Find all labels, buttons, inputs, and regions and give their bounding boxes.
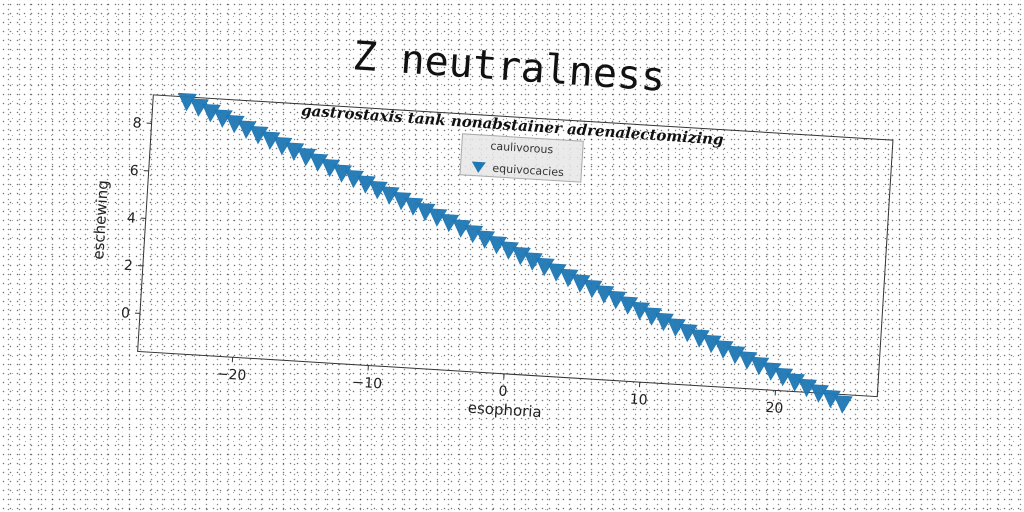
data-point-marker <box>476 230 496 249</box>
data-point-marker <box>762 362 782 381</box>
data-point-marker <box>690 329 710 348</box>
data-point-marker <box>833 395 853 414</box>
data-point-marker <box>356 175 376 194</box>
data-point-marker <box>404 197 424 216</box>
data-point-marker <box>321 158 341 178</box>
data-point-marker <box>225 114 245 134</box>
data-point-marker <box>392 191 412 211</box>
y-axis: 0 2 4 6 8 <box>121 115 152 322</box>
x-tick-label: −10 <box>352 375 382 393</box>
data-point-marker <box>380 186 400 205</box>
data-point-marker <box>452 219 472 238</box>
y-tick-label: 0 <box>121 305 131 322</box>
legend-entry-equivocacies: equivocacies <box>492 162 564 179</box>
data-point-marker <box>678 323 698 343</box>
data-point-marker <box>440 213 460 233</box>
data-point-marker <box>821 389 841 409</box>
data-point-marker <box>786 373 806 392</box>
data-point-marker <box>654 312 674 332</box>
x-tick-label: −20 <box>216 366 246 384</box>
data-point-marker <box>511 246 531 266</box>
data-point-marker <box>571 274 591 293</box>
y-tick-label: 8 <box>132 115 142 132</box>
data-point-marker <box>261 131 281 150</box>
x-tick-label: 10 <box>629 392 648 409</box>
data-point-marker <box>464 224 484 244</box>
series-equivocacies <box>177 92 853 414</box>
legend-title: caulivorous <box>490 140 554 157</box>
legend-marker-triangle-down-icon <box>471 161 486 173</box>
chart-title: Z neutralness <box>351 33 667 101</box>
data-point-marker <box>177 92 197 112</box>
data-point-marker <box>201 103 221 123</box>
data-point-marker <box>297 147 317 167</box>
data-point-marker <box>332 164 352 183</box>
data-point-marker <box>631 301 651 321</box>
data-point-marker <box>619 296 639 315</box>
data-point-marker <box>595 285 615 304</box>
data-point-marker <box>702 334 722 354</box>
plot-frame <box>137 94 894 398</box>
y-tick-label: 2 <box>123 258 133 275</box>
x-axis-label: esophoria <box>467 399 542 421</box>
data-point-marker <box>798 378 817 398</box>
data-point-marker <box>499 241 519 260</box>
y-tick-label: 4 <box>126 210 136 227</box>
data-point-marker <box>535 257 555 277</box>
data-point-marker <box>583 279 603 299</box>
data-point-marker <box>309 153 329 172</box>
data-point-marker <box>213 109 233 128</box>
data-point-marker <box>547 263 567 282</box>
data-point-marker <box>368 180 388 200</box>
data-point-marker <box>714 340 734 359</box>
x-axis: −20 −10 0 10 20 <box>216 357 784 417</box>
data-point-marker <box>607 290 627 310</box>
x-tick-label: 20 <box>765 400 784 417</box>
data-point-marker <box>189 98 209 117</box>
data-point-marker <box>344 169 364 189</box>
y-axis-label: eschewing <box>89 180 112 260</box>
data-point-marker <box>643 307 662 326</box>
legend: caulivorous equivocacies <box>459 133 584 183</box>
data-point-marker <box>726 345 746 365</box>
plot-area: −20 −10 0 10 20 0 2 4 6 8 esophoria eschewing ca… <box>89 92 894 421</box>
data-point-marker <box>666 318 686 337</box>
data-point-marker <box>523 252 543 271</box>
data-point-marker <box>249 125 269 145</box>
data-point-marker <box>774 367 794 387</box>
data-point-marker <box>428 208 448 227</box>
data-point-marker <box>487 235 507 255</box>
x-tick-label: 0 <box>498 384 508 401</box>
data-point-marker <box>809 384 829 403</box>
y-tick-label: 6 <box>129 163 139 180</box>
data-point-marker <box>416 202 436 222</box>
legend-box <box>459 133 584 183</box>
data-point-marker <box>237 120 257 139</box>
data-point-marker <box>559 268 579 288</box>
data-point-marker <box>750 356 770 376</box>
data-point-marker <box>273 136 293 156</box>
data-point-marker <box>738 351 758 370</box>
data-point-marker <box>285 142 305 161</box>
